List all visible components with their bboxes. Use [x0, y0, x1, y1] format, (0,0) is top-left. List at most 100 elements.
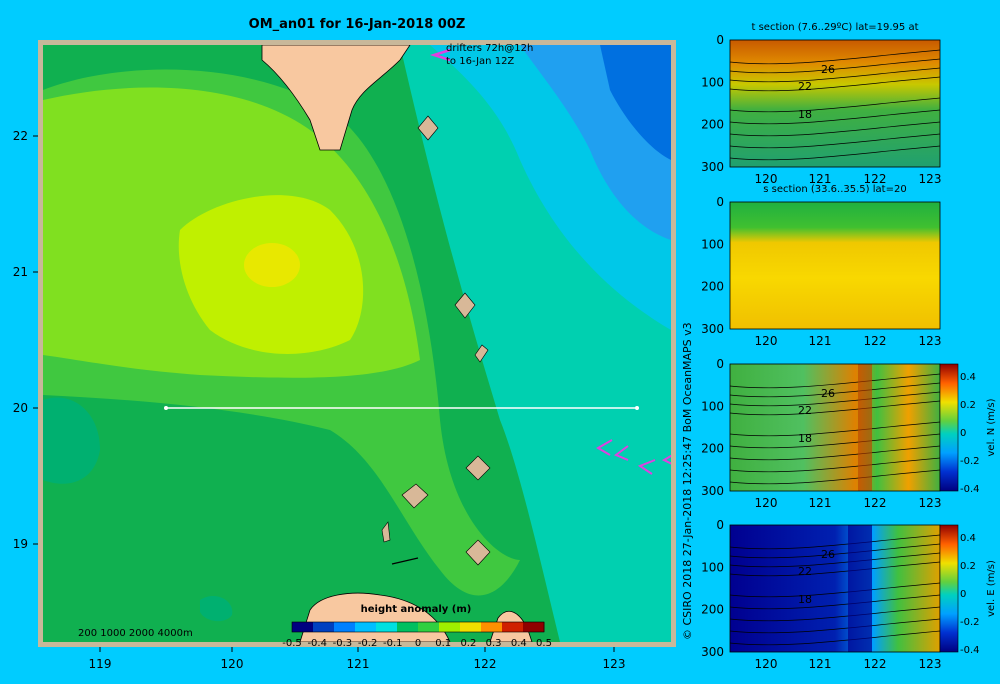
section-y-tick-label: 200 — [701, 118, 724, 132]
section-contour — [729, 543, 941, 559]
colorbar — [291, 621, 545, 633]
section-contour — [729, 400, 941, 416]
jet-core — [848, 525, 872, 652]
map-x-tick-label: 122 — [474, 657, 497, 671]
section-start-marker — [164, 406, 168, 410]
colorbar-swatch — [313, 622, 335, 632]
velocity-colorbar-tick: 0 — [960, 589, 966, 600]
anomaly-low-patch — [43, 397, 100, 484]
velocity-colorbar — [939, 363, 959, 492]
island-orchid — [417, 115, 439, 141]
height-anomaly-map — [43, 45, 671, 642]
colorbar-border — [291, 621, 545, 633]
contour-label: 26 — [821, 548, 835, 561]
section-contour — [729, 561, 941, 577]
map-y-tick-label: 22 — [13, 129, 28, 143]
section-panel: s section (33.6..35.5) lat=20 0 100 200 300 1… — [701, 184, 941, 348]
figure-title: OM_an01 for 16-Jan-2018 00Z — [249, 17, 466, 32]
section-y-tick-label: 300 — [701, 322, 724, 336]
section-contour — [729, 606, 941, 622]
drifter-arrow — [637, 459, 656, 475]
colorbar-tick-label: 0.3 — [486, 638, 502, 649]
section-y-tick-label: 300 — [701, 484, 724, 498]
colorbar-swatch — [502, 622, 524, 632]
section-contour — [729, 534, 941, 550]
velocity-colorbar-tick: 0 — [960, 428, 966, 439]
section-panel-title: t section (7.6..29ºC) lat=19.95 at — [751, 22, 918, 33]
section-y-tick-label: 0 — [716, 357, 724, 371]
section-contour — [729, 76, 941, 92]
colorbar-swatch — [397, 622, 419, 632]
section-contour — [729, 121, 941, 137]
drifter-track — [391, 557, 419, 565]
section-y-tick-label: 0 — [716, 518, 724, 532]
section-contour — [729, 391, 941, 407]
section-contour — [729, 421, 941, 437]
map-x-axis: 119 120 121 122 123 — [89, 647, 625, 671]
colorbar-tick-label: 0.4 — [511, 638, 527, 649]
section-contour — [729, 109, 941, 125]
colorbar-label: height anomaly (m) — [361, 604, 472, 615]
colorbar-tick-label: 0.5 — [536, 638, 552, 649]
section-field — [730, 202, 940, 329]
drifter-legend-line1: drifters 72h@12h — [446, 43, 533, 54]
section-y-tick-label: 100 — [701, 399, 724, 413]
velocity-colorbar-tick: 0.4 — [960, 533, 976, 544]
colorbar-tick-label: -0.1 — [383, 638, 403, 649]
section-frame — [729, 39, 941, 168]
map-y-tick-label: 21 — [13, 265, 28, 279]
colorbar-tick-label: -0.4 — [307, 638, 327, 649]
island-calayan — [465, 539, 491, 566]
section-contour — [729, 145, 941, 161]
depth-legend: 200 1000 2000 4000m — [78, 628, 193, 639]
velocity-colorbar-label: vel. N (m/s) — [986, 398, 997, 456]
contour-label: 26 — [821, 63, 835, 76]
section-x-tick-label: 123 — [919, 496, 942, 510]
section-contour — [729, 133, 941, 149]
colorbar-swatch — [439, 622, 461, 632]
section-frame — [729, 201, 941, 330]
colorbar-swatch — [355, 622, 377, 632]
section-y-tick-label: 200 — [701, 280, 724, 294]
velocity-colorbar-tick: -0.2 — [960, 456, 980, 467]
section-end-marker — [635, 406, 639, 410]
velocity-colorbar — [939, 524, 959, 653]
map-x-tick-label: 120 — [221, 657, 244, 671]
section-x-tick-label: 123 — [919, 657, 942, 671]
map-y-tick-label: 19 — [13, 537, 28, 551]
section-panel: t section (7.6..29ºC) lat=19.95 at 26 22 18… — [701, 22, 941, 186]
credit-text: © CSIRO 2018 27-Jan-2018 12:25:47 BoM Oc… — [681, 322, 694, 640]
drifter-legend-arrow — [429, 48, 451, 62]
section-panel: 26 22 18 0 100 200 300 120 121 122 123 0.4 0.2 0 -0.2 -… — [701, 518, 997, 671]
drifter-legend-line2: to 16-Jan 12Z — [446, 56, 514, 67]
colorbar-tick-label: 0 — [415, 638, 421, 649]
section-panel-title: s section (33.6..35.5) lat=20 — [763, 184, 906, 195]
section-y-tick-label: 200 — [701, 603, 724, 617]
island-batan — [454, 292, 476, 319]
section-contour — [729, 552, 941, 568]
section-x-tick-label: 121 — [809, 657, 832, 671]
colorbar-swatch — [523, 622, 545, 632]
island-babuyan-1 — [465, 455, 491, 481]
section-x-tick-label: 121 — [809, 172, 832, 186]
colorbar-swatch — [460, 622, 482, 632]
taiwan-landmass — [261, 45, 411, 151]
section-x-tick-label: 121 — [809, 334, 832, 348]
section-x-tick-label: 122 — [864, 334, 887, 348]
colorbar-swatch — [418, 622, 440, 632]
colorbar-tick-label: -0.5 — [282, 638, 302, 649]
section-y-tick-label: 100 — [701, 560, 724, 574]
contour-label: 18 — [798, 593, 812, 606]
island-fuga — [381, 521, 391, 543]
contour-label: 22 — [798, 80, 812, 93]
section-y-tick-label: 100 — [701, 237, 724, 251]
velocity-colorbar-tick: -0.4 — [960, 484, 980, 495]
section-x-tick-label: 120 — [755, 657, 778, 671]
section-field — [730, 525, 940, 652]
section-contour — [729, 97, 941, 113]
anomaly-max-core — [244, 243, 300, 287]
velocity-colorbar-tick: -0.2 — [960, 617, 980, 628]
section-panel: 26 22 18 0 100 200 300 120 121 122 123 0.4 0.2 0 -0.2 -… — [701, 357, 997, 510]
section-x-tick-label: 123 — [919, 334, 942, 348]
